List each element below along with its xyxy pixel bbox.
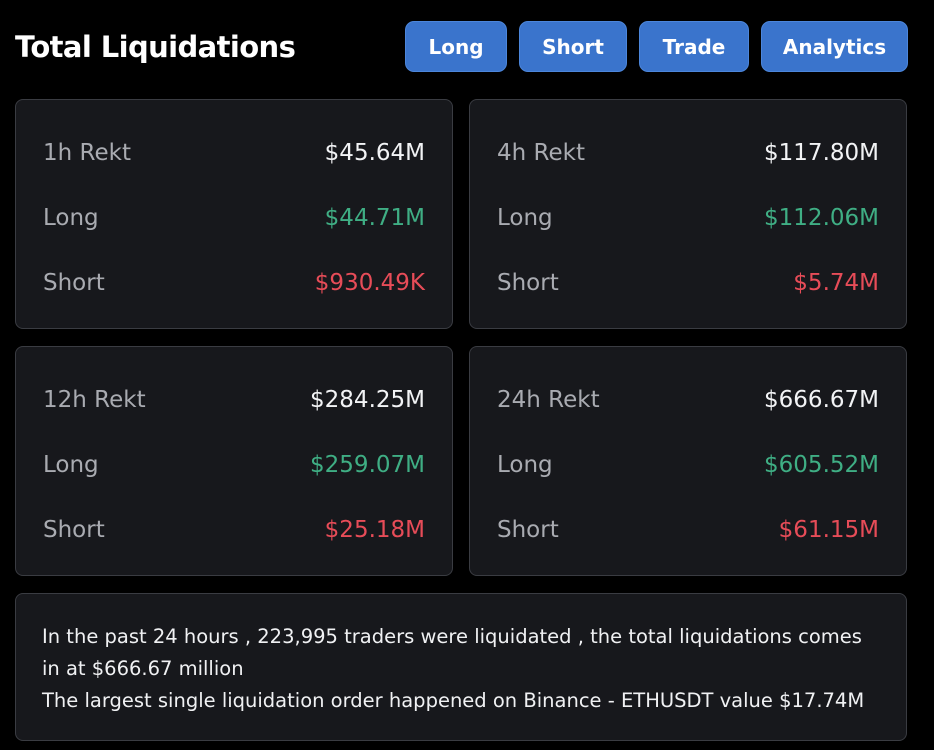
short-button[interactable]: Short <box>519 21 627 72</box>
stat-row-total: 4h Rekt $117.80M <box>497 137 879 169</box>
stat-row-long: Long $605.52M <box>497 449 879 481</box>
short-label: Short <box>43 517 105 543</box>
short-value: $930.49K <box>314 270 425 296</box>
stat-row-short: Short $61.15M <box>497 514 879 546</box>
short-value: $25.18M <box>324 517 425 543</box>
total-value: $45.64M <box>324 140 425 166</box>
stat-row-total: 24h Rekt $666.67M <box>497 384 879 416</box>
long-label: Long <box>497 205 553 231</box>
period-label: 4h Rekt <box>497 140 585 166</box>
trade-button[interactable]: Trade <box>639 21 749 72</box>
stat-card-12h: 12h Rekt $284.25M Long $259.07M Short $2… <box>15 346 453 576</box>
stat-row-long: Long $112.06M <box>497 202 879 234</box>
long-value: $44.71M <box>324 205 425 231</box>
period-label: 12h Rekt <box>43 387 146 413</box>
long-label: Long <box>497 452 553 478</box>
liquidation-summary: In the past 24 hours , 223,995 traders w… <box>15 593 907 741</box>
analytics-button[interactable]: Analytics <box>761 21 908 72</box>
short-value: $61.15M <box>778 517 879 543</box>
short-value: $5.74M <box>793 270 879 296</box>
stat-row-short: Short $25.18M <box>43 514 425 546</box>
period-label: 1h Rekt <box>43 140 131 166</box>
short-label: Short <box>497 270 559 296</box>
summary-text: In the past 24 hours , 223,995 traders w… <box>42 625 862 680</box>
period-label: 24h Rekt <box>497 387 600 413</box>
long-label: Long <box>43 205 99 231</box>
stat-row-total: 12h Rekt $284.25M <box>43 384 425 416</box>
stat-row-long: Long $44.71M <box>43 202 425 234</box>
largest-order-text: The largest single liquidation order hap… <box>42 689 865 712</box>
total-value: $666.67M <box>764 387 879 413</box>
short-label: Short <box>497 517 559 543</box>
stat-card-4h: 4h Rekt $117.80M Long $112.06M Short $5.… <box>469 99 907 329</box>
stat-card-1h: 1h Rekt $45.64M Long $44.71M Short $930.… <box>15 99 453 329</box>
stat-row-long: Long $259.07M <box>43 449 425 481</box>
header-button-group: Long Short Trade Analytics <box>405 21 908 72</box>
total-value: $284.25M <box>310 387 425 413</box>
long-button[interactable]: Long <box>405 21 507 72</box>
stat-row-total: 1h Rekt $45.64M <box>43 137 425 169</box>
total-value: $117.80M <box>764 140 879 166</box>
long-value: $259.07M <box>310 452 425 478</box>
short-label: Short <box>43 270 105 296</box>
long-label: Long <box>43 452 99 478</box>
stat-row-short: Short $930.49K <box>43 267 425 299</box>
long-value: $605.52M <box>764 452 879 478</box>
stat-card-24h: 24h Rekt $666.67M Long $605.52M Short $6… <box>469 346 907 576</box>
stat-row-short: Short $5.74M <box>497 267 879 299</box>
long-value: $112.06M <box>764 205 879 231</box>
page-title: Total Liquidations <box>15 30 296 64</box>
